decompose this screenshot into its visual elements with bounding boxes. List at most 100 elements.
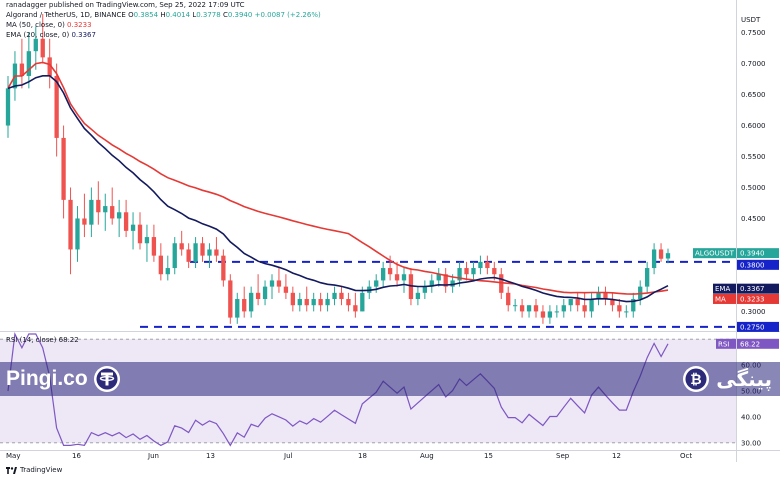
candle-body bbox=[603, 292, 608, 300]
ema-legend[interactable]: EMA (20, close, 0) 0.3367 bbox=[6, 31, 96, 39]
candle bbox=[130, 212, 136, 250]
candle-body bbox=[186, 249, 191, 262]
candle bbox=[346, 292, 351, 312]
candle-body bbox=[19, 63, 25, 76]
ema-legend-value: 0.3367 bbox=[71, 31, 96, 39]
candle-body bbox=[75, 218, 80, 250]
candle-body bbox=[33, 38, 38, 52]
candle bbox=[96, 181, 101, 225]
candle-body bbox=[304, 299, 309, 306]
candle bbox=[631, 292, 636, 318]
candle bbox=[318, 292, 323, 312]
candle bbox=[33, 26, 38, 70]
candle bbox=[339, 286, 344, 306]
candle-body bbox=[325, 299, 330, 306]
candle bbox=[179, 230, 184, 256]
candle bbox=[422, 280, 427, 300]
price-badge: 0.3940 bbox=[737, 248, 779, 259]
candle bbox=[325, 292, 330, 312]
candle bbox=[519, 299, 525, 318]
candle bbox=[561, 299, 566, 318]
symbol-line: Algorand / TetherUS, 1D, BINANCE O0.3854… bbox=[6, 11, 321, 19]
candle bbox=[82, 193, 87, 238]
candle-body bbox=[450, 280, 455, 287]
ema20-line bbox=[7, 75, 669, 303]
time-tick-label: 18 bbox=[358, 452, 367, 460]
ma-tag-box bbox=[713, 293, 736, 304]
candle bbox=[540, 305, 546, 324]
ma50-line bbox=[7, 61, 669, 295]
candle-body bbox=[200, 243, 205, 256]
candle bbox=[242, 286, 247, 318]
candle-body bbox=[658, 249, 664, 259]
candle-body bbox=[144, 237, 150, 244]
ma-legend[interactable]: MA (50, close, 0) 0.3233 bbox=[6, 21, 92, 29]
rsi-tag-text: RSI bbox=[718, 340, 729, 348]
candle bbox=[610, 292, 615, 312]
low-value: 0.3778 bbox=[196, 11, 221, 19]
level-bottom-badge-text: 0.2750 bbox=[740, 323, 765, 331]
candle-body bbox=[617, 305, 622, 312]
candle-body bbox=[262, 286, 268, 300]
price-tick-label: 0.6000 bbox=[741, 122, 766, 130]
close-value: 0.3940 bbox=[227, 11, 253, 19]
candle bbox=[429, 274, 434, 293]
brand-right-text: پینگی bbox=[716, 367, 772, 391]
level-bottom-badge: 0.2750 bbox=[737, 321, 779, 332]
candle bbox=[568, 299, 573, 312]
candle-body bbox=[429, 280, 434, 287]
candle-body bbox=[422, 286, 427, 293]
candle-body bbox=[589, 299, 594, 312]
candle bbox=[221, 249, 226, 287]
candle bbox=[123, 199, 129, 238]
candle bbox=[651, 243, 657, 275]
candle-body bbox=[158, 255, 163, 275]
time-tick-label: 13 bbox=[206, 452, 215, 460]
candle-body bbox=[568, 299, 573, 306]
candle bbox=[624, 305, 629, 318]
candle-body bbox=[255, 292, 261, 300]
candle bbox=[665, 248, 671, 264]
candle-body bbox=[179, 243, 184, 250]
candle-body bbox=[283, 286, 289, 293]
ma-legend-label: MA (50, close, 0) bbox=[6, 21, 65, 29]
candle bbox=[151, 224, 157, 262]
candle-body bbox=[117, 212, 122, 219]
brand-left[interactable]: Pingi.co bbox=[6, 364, 121, 394]
candle-body bbox=[506, 292, 511, 306]
candle-body bbox=[374, 280, 379, 287]
candle-body bbox=[339, 292, 344, 300]
candle bbox=[68, 187, 73, 275]
brand-right[interactable]: ₿ پینگی bbox=[682, 364, 772, 394]
candle bbox=[19, 38, 25, 89]
tradingview-text: TradingView bbox=[20, 466, 63, 474]
ema-tag-text: EMA bbox=[715, 285, 730, 293]
candle bbox=[415, 286, 421, 306]
candle bbox=[262, 280, 268, 306]
candle bbox=[381, 261, 386, 287]
candle bbox=[638, 280, 643, 306]
candle bbox=[137, 212, 143, 250]
candle bbox=[533, 299, 539, 318]
candle-body bbox=[297, 299, 302, 306]
candle-body bbox=[47, 57, 52, 76]
currency-label: USDT bbox=[741, 16, 761, 24]
candle-body bbox=[235, 299, 240, 318]
candle bbox=[117, 199, 122, 238]
candle-body bbox=[381, 268, 386, 281]
tradingview-logo[interactable]: TradingView bbox=[6, 466, 62, 474]
candle bbox=[617, 299, 622, 318]
candle-body bbox=[631, 299, 636, 312]
ema-tag: EMA bbox=[713, 283, 736, 294]
candle bbox=[589, 292, 594, 318]
candle-body bbox=[464, 268, 469, 275]
candle-body bbox=[5, 88, 11, 126]
ema-badge: 0.3367 bbox=[737, 283, 779, 294]
candle-body bbox=[276, 280, 282, 287]
ema-legend-label: EMA (20, close, 0) bbox=[6, 31, 70, 39]
close-label: C bbox=[222, 11, 228, 19]
candle-body bbox=[110, 206, 115, 219]
candle-body bbox=[332, 292, 337, 300]
candle bbox=[249, 286, 254, 318]
